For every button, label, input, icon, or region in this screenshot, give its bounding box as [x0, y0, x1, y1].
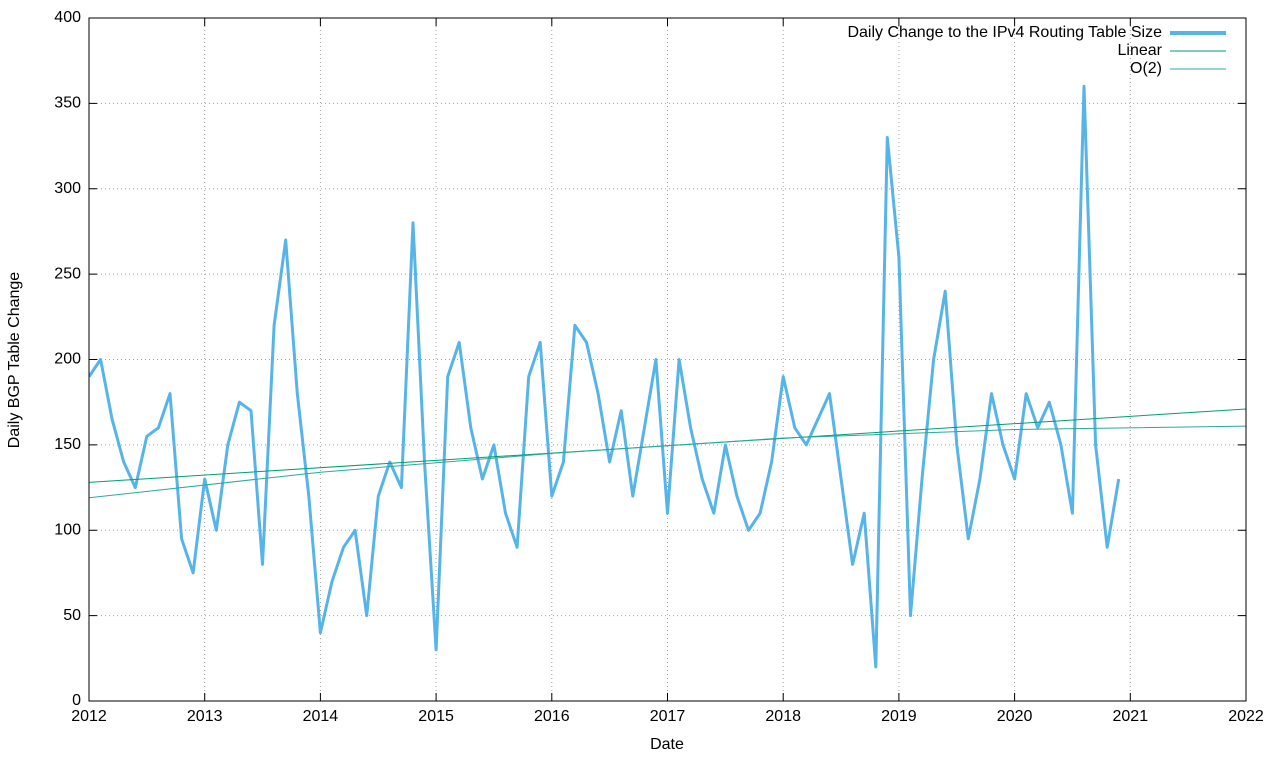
x-tick-label: 2016 — [534, 708, 570, 725]
x-tick-label: 2021 — [1113, 708, 1149, 725]
y-tick-label: 50 — [63, 607, 81, 624]
x-tick-label: 2014 — [303, 708, 339, 725]
x-tick-label: 2018 — [765, 708, 801, 725]
x-tick-label: 2020 — [997, 708, 1033, 725]
legend-label: O(2) — [1130, 60, 1162, 77]
y-tick-label: 0 — [72, 692, 81, 709]
y-tick-label: 300 — [54, 180, 81, 197]
y-tick-label: 350 — [54, 95, 81, 112]
x-tick-label: 2013 — [187, 708, 223, 725]
y-tick-label: 150 — [54, 436, 81, 453]
x-axis-label: Date — [650, 736, 684, 753]
y-tick-label: 200 — [54, 351, 81, 368]
series-line — [89, 425, 1246, 499]
x-tick-label: 2019 — [881, 708, 917, 725]
y-tick-label: 100 — [54, 521, 81, 538]
x-tick-label: 2022 — [1228, 708, 1264, 725]
x-tick-label: 2015 — [418, 708, 454, 725]
series-line — [89, 84, 1121, 669]
y-tick-label: 400 — [54, 9, 81, 26]
legend-label: Daily Change to the IPv4 Routing Table S… — [847, 24, 1162, 41]
x-tick-label: 2017 — [650, 708, 686, 725]
legend-label: Linear — [1118, 42, 1163, 59]
y-axis-label: Daily BGP Table Change — [6, 272, 23, 449]
x-tick-label: 2012 — [71, 708, 107, 725]
y-tick-label: 250 — [54, 265, 81, 282]
plot-border — [88, 17, 1247, 702]
